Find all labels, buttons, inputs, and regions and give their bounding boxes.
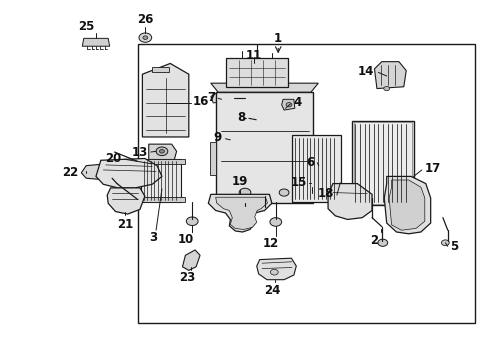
Polygon shape: [374, 62, 406, 89]
Text: 16: 16: [192, 95, 209, 108]
Text: 23: 23: [179, 271, 196, 284]
Bar: [138, 197, 185, 202]
Circle shape: [186, 217, 198, 226]
Polygon shape: [107, 188, 145, 214]
Text: 7: 7: [208, 91, 216, 104]
Polygon shape: [389, 180, 425, 230]
Polygon shape: [82, 39, 110, 46]
Polygon shape: [257, 258, 296, 280]
Circle shape: [156, 147, 168, 156]
Text: 17: 17: [425, 162, 441, 175]
Bar: [142, 159, 181, 202]
Polygon shape: [208, 194, 272, 232]
Text: 3: 3: [149, 231, 157, 244]
Text: 1: 1: [274, 32, 282, 45]
Text: 8: 8: [237, 111, 245, 124]
Bar: [226, 58, 288, 87]
Polygon shape: [211, 92, 234, 103]
Text: 26: 26: [137, 13, 153, 26]
Polygon shape: [300, 176, 325, 187]
Circle shape: [378, 239, 388, 246]
Text: 11: 11: [245, 49, 262, 62]
Circle shape: [239, 188, 251, 197]
Text: 15: 15: [290, 176, 307, 189]
Bar: [352, 121, 414, 205]
Circle shape: [219, 95, 227, 100]
Text: 25: 25: [78, 21, 95, 33]
Polygon shape: [96, 158, 162, 188]
Polygon shape: [152, 67, 169, 72]
Circle shape: [143, 36, 148, 40]
Text: 14: 14: [358, 65, 374, 78]
Circle shape: [441, 240, 449, 246]
Text: 9: 9: [214, 131, 222, 144]
Text: 2: 2: [370, 234, 378, 247]
Text: 4: 4: [294, 96, 302, 109]
Text: 24: 24: [264, 284, 280, 297]
Text: 6: 6: [307, 156, 315, 168]
Polygon shape: [316, 156, 331, 171]
Polygon shape: [149, 144, 176, 160]
Bar: [138, 44, 475, 323]
Polygon shape: [216, 197, 268, 229]
Bar: [216, 92, 314, 203]
Text: 10: 10: [177, 233, 194, 246]
Circle shape: [139, 33, 152, 42]
Polygon shape: [228, 113, 249, 123]
Polygon shape: [81, 164, 111, 179]
Polygon shape: [225, 135, 247, 145]
Circle shape: [384, 86, 390, 91]
Text: 13: 13: [132, 145, 148, 158]
Circle shape: [159, 149, 164, 153]
Text: 22: 22: [63, 166, 79, 179]
Text: 20: 20: [106, 152, 122, 165]
Text: 18: 18: [318, 187, 334, 200]
Polygon shape: [210, 142, 216, 175]
Circle shape: [286, 103, 292, 107]
Text: 12: 12: [263, 237, 279, 250]
Polygon shape: [384, 176, 431, 234]
Polygon shape: [211, 83, 318, 92]
Bar: [354, 122, 412, 204]
Text: 19: 19: [232, 175, 248, 188]
Circle shape: [279, 189, 289, 196]
Polygon shape: [282, 99, 295, 110]
Circle shape: [270, 269, 278, 275]
Circle shape: [234, 115, 242, 121]
Polygon shape: [328, 184, 372, 220]
Text: 5: 5: [450, 240, 459, 253]
Bar: [138, 159, 185, 163]
Circle shape: [270, 218, 282, 226]
Bar: [292, 135, 341, 202]
Polygon shape: [182, 250, 200, 270]
Text: 21: 21: [117, 218, 133, 231]
Circle shape: [231, 137, 240, 144]
Polygon shape: [143, 63, 189, 137]
